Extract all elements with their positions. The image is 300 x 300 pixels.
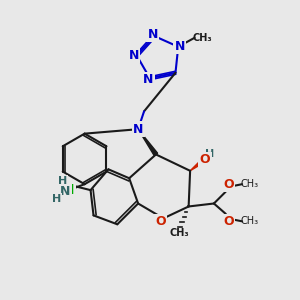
- Text: CH₃: CH₃: [241, 179, 259, 189]
- Text: O: O: [224, 215, 234, 228]
- Text: CH₃: CH₃: [170, 228, 190, 238]
- Polygon shape: [138, 129, 158, 156]
- Polygon shape: [190, 159, 205, 171]
- Text: N: N: [148, 28, 158, 41]
- Text: H: H: [52, 194, 61, 204]
- Text: H: H: [205, 149, 214, 160]
- Text: CH₃: CH₃: [192, 33, 212, 43]
- Text: O: O: [224, 178, 234, 191]
- Text: H: H: [58, 176, 67, 186]
- Text: CH₃: CH₃: [241, 216, 259, 226]
- Text: N: N: [133, 123, 143, 136]
- Text: O: O: [200, 153, 210, 166]
- Text: N: N: [60, 185, 70, 198]
- Text: N: N: [143, 73, 154, 86]
- Text: Cl: Cl: [61, 184, 75, 196]
- Text: O: O: [155, 215, 166, 228]
- Text: N: N: [129, 49, 139, 62]
- Text: N: N: [175, 40, 185, 53]
